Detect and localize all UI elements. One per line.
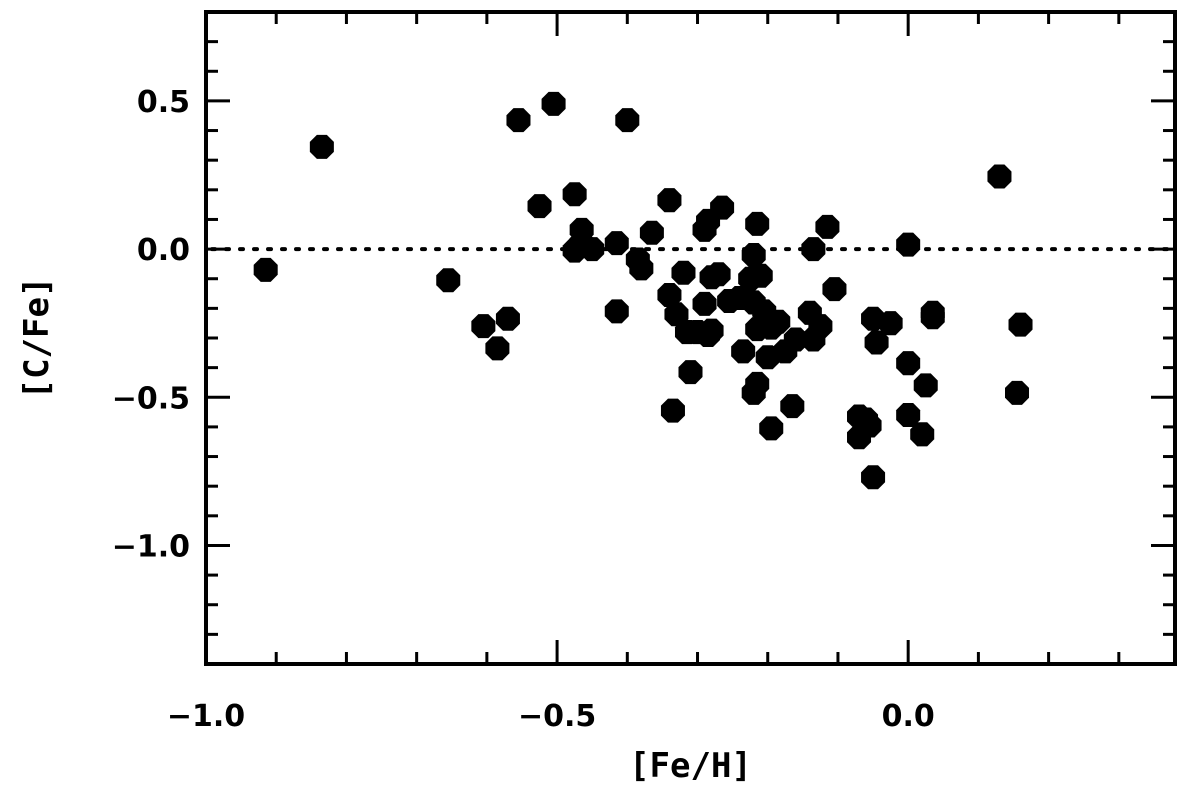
data-point: [748, 263, 773, 288]
data-point: [857, 413, 882, 438]
data-point: [657, 283, 682, 308]
data-point: [506, 108, 531, 133]
data-point: [896, 351, 921, 376]
x-tick-label: 0.0: [882, 699, 935, 734]
data-point: [1005, 380, 1030, 405]
data-point: [896, 403, 921, 428]
x-tick-label: −1.0: [167, 699, 245, 734]
x-axis-title: [Fe/H]: [629, 746, 752, 786]
y-tick-label: −1.0: [112, 529, 190, 564]
data-point: [783, 327, 808, 352]
data-point: [759, 416, 784, 441]
data-point: [309, 134, 334, 159]
data-point: [808, 314, 833, 339]
data-point: [692, 291, 717, 316]
data-point: [639, 220, 664, 245]
data-point: [436, 268, 461, 293]
data-point: [896, 232, 921, 257]
data-point: [671, 260, 696, 285]
data-point: [780, 394, 805, 419]
data-point: [699, 318, 724, 343]
data-point: [815, 214, 840, 239]
data-point: [615, 108, 640, 133]
data-point: [1008, 312, 1033, 337]
data-point: [562, 182, 587, 207]
data-point: [678, 360, 703, 385]
data-point: [913, 373, 938, 398]
data-point: [604, 231, 629, 256]
data-point: [629, 256, 654, 281]
data-point: [253, 257, 278, 282]
data-point: [910, 422, 935, 447]
data-point: [541, 91, 566, 116]
data-point: [710, 195, 735, 220]
data-point: [660, 398, 685, 423]
data-point: [580, 237, 605, 262]
data-point: [864, 330, 889, 355]
y-tick-label: 0.0: [137, 233, 190, 268]
axis-ticks: [204, 10, 1175, 666]
data-point: [801, 237, 826, 262]
tick-labels: −1.0 −0.5 0.0 0.5 0.0 −0.5 −1.0: [112, 85, 935, 734]
data-point: [706, 262, 731, 287]
data-point: [745, 211, 770, 236]
data-point: [485, 336, 510, 361]
data-points: [253, 91, 1033, 490]
data-point: [745, 371, 770, 396]
data-point: [920, 305, 945, 330]
data-point: [604, 299, 629, 324]
data-point: [527, 194, 552, 219]
data-point: [766, 309, 791, 334]
data-point: [822, 277, 847, 302]
data-point: [987, 164, 1012, 189]
y-axis-title: [C/Fe]: [17, 277, 57, 400]
data-point: [861, 465, 886, 490]
data-point: [471, 314, 496, 339]
data-point: [878, 311, 903, 336]
y-tick-label: −0.5: [112, 381, 190, 416]
x-tick-label: −0.5: [518, 699, 596, 734]
data-point: [731, 339, 756, 364]
y-tick-label: 0.5: [137, 85, 190, 120]
data-point: [495, 306, 520, 331]
data-point: [741, 243, 766, 268]
data-point: [657, 188, 682, 213]
